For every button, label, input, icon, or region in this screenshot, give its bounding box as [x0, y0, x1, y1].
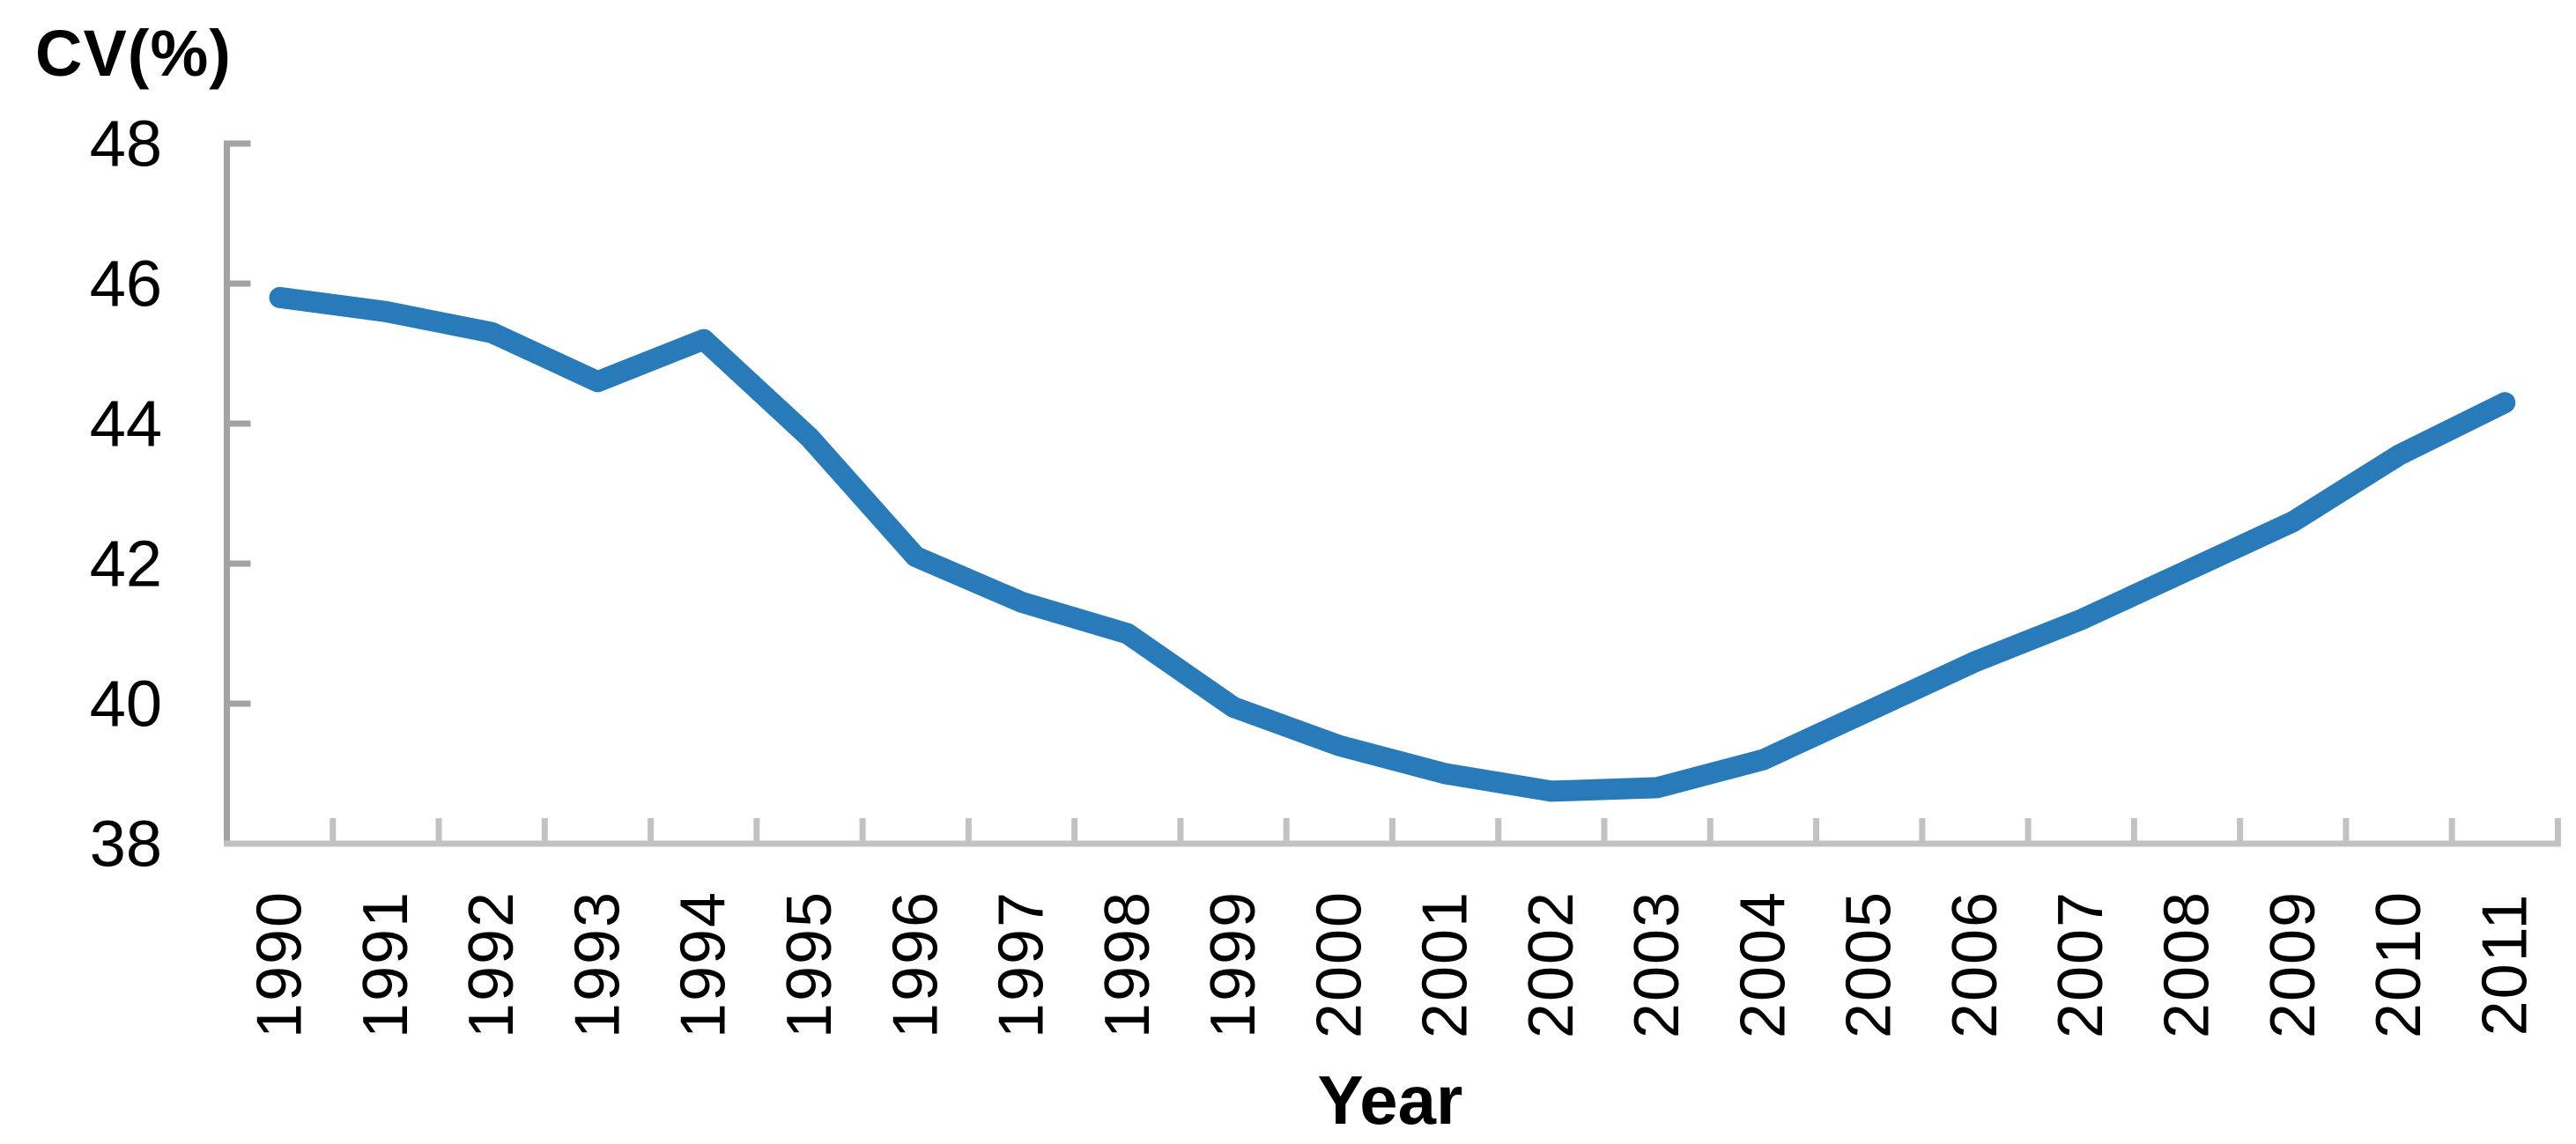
x-tick-label: 1991	[351, 890, 421, 1038]
x-tick-label: 2000	[1304, 890, 1374, 1038]
y-axis-title: CV(%)	[35, 17, 232, 90]
y-tick-label: 38	[90, 808, 162, 881]
x-tick-label: 1999	[1198, 890, 1269, 1038]
x-tick-label: 1997	[987, 890, 1057, 1038]
x-tick-label: 2007	[2046, 890, 2116, 1038]
y-tick-label: 46	[90, 247, 162, 321]
x-tick-label: 2002	[1516, 890, 1587, 1038]
x-tick-label: 2005	[1834, 890, 1905, 1038]
x-tick-label: 2006	[1940, 890, 2010, 1038]
x-tick-label: 2010	[2364, 890, 2434, 1038]
x-tick-label: 2009	[2258, 890, 2328, 1038]
x-tick-label: 2011	[2469, 893, 2540, 1037]
x-tick-label: 1996	[880, 890, 951, 1038]
y-tick-label: 40	[90, 668, 162, 741]
data-series-line	[269, 286, 2516, 802]
y-tick-label: 44	[90, 387, 162, 461]
y-tick-label: 42	[90, 528, 162, 601]
x-tick-label: 1993	[562, 890, 633, 1038]
x-tick-label: 1994	[669, 890, 739, 1038]
x-tick-label: 1992	[456, 890, 527, 1038]
x-tick-label: 2003	[1622, 890, 1692, 1038]
x-axis-title: Year	[1317, 1061, 1463, 1139]
x-tick-label: 1998	[1092, 890, 1163, 1038]
x-tick-label: 1990	[245, 890, 315, 1038]
x-tick-label: 2008	[2151, 890, 2222, 1038]
x-tick-label: 2001	[1410, 890, 1481, 1038]
x-tick-label: 2004	[1728, 890, 1798, 1038]
x-tick-label: 1995	[774, 890, 845, 1038]
y-tick-label: 48	[90, 107, 162, 181]
